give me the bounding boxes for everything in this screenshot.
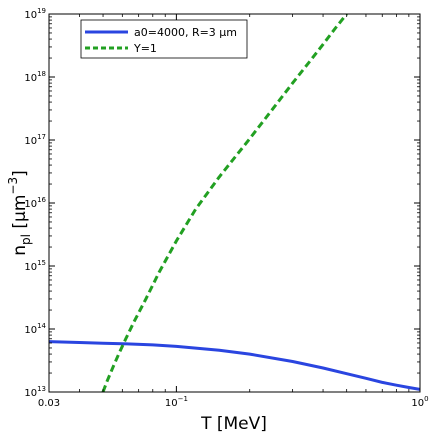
x-tick-label: 100 bbox=[411, 395, 428, 409]
x-axis-label: T [MeV] bbox=[200, 414, 267, 434]
legend-label-series-1: a0=4000, R=3 µm bbox=[134, 26, 237, 39]
x-tick-label: 10−1 bbox=[165, 395, 188, 409]
y-tick-label: 1018 bbox=[24, 70, 46, 84]
y-tick-label: 1014 bbox=[24, 322, 46, 336]
plot-frame bbox=[48, 13, 421, 393]
y-axis-label: npl [µm−3] bbox=[6, 170, 33, 256]
series-layer bbox=[49, 14, 420, 392]
legend-label-series-2: Υ=1 bbox=[133, 42, 157, 55]
series-line-1 bbox=[49, 340, 420, 391]
tick-layer: 0.03 10−1 100 1013 1014 1015 1016 1017 1018 1019 bbox=[24, 7, 428, 409]
y-tick-label: 1013 bbox=[24, 385, 46, 399]
y-tick-label: 1015 bbox=[24, 259, 46, 273]
legend: a0=4000, R=3 µm Υ=1 bbox=[80, 19, 248, 59]
y-tick-label: 1017 bbox=[24, 133, 46, 147]
series-line-2 bbox=[101, 14, 348, 392]
x-tick-label: 0.03 bbox=[38, 398, 60, 409]
y-tick-label: 1019 bbox=[24, 7, 46, 21]
y-tick-label: 1016 bbox=[24, 196, 46, 210]
legend-frame bbox=[80, 19, 248, 59]
